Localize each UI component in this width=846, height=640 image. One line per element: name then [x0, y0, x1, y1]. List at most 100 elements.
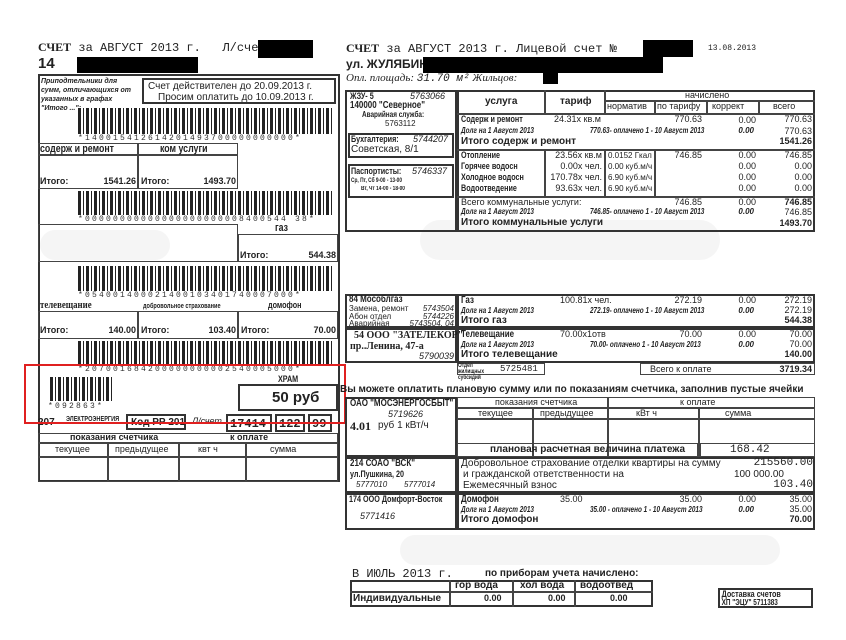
mes-kwh-input[interactable] — [609, 420, 697, 442]
july-col: гор вода — [455, 580, 498, 591]
phone: 5743504 — [422, 304, 454, 313]
col-tariff: тариф — [560, 96, 592, 107]
meter-previous-input[interactable] — [109, 458, 177, 480]
debt-value: 272.19- оплачено 1 - 10 Август 2013 — [590, 306, 705, 315]
debt-label: Долг на 1 Август 2013 — [461, 306, 534, 315]
col-sum: сумма — [725, 408, 752, 418]
sum-value: 70.00 — [789, 514, 812, 524]
service-name: Горячее водосн — [461, 161, 518, 171]
correction: 0.00 — [738, 150, 756, 160]
col-service: услуга — [485, 96, 518, 107]
service-name: Холодное водосн — [461, 172, 524, 182]
bill-title: СЧЕТ — [38, 40, 72, 54]
total-label: Итого: — [141, 176, 170, 186]
tariff: 24.31x кв.м — [554, 114, 601, 124]
vsk-line: Ежемесячный взнос — [463, 480, 557, 491]
sum-value: 1541.26 — [779, 136, 812, 146]
july-row-label: Индивидуальные — [353, 593, 442, 604]
col-charged: начислено — [685, 90, 730, 100]
vsk-value: 103.40 — [773, 479, 813, 491]
correction: 0.00 — [738, 494, 756, 504]
bill-title: СЧЕТ — [346, 41, 380, 55]
total-intercom: 70.00 — [313, 325, 336, 335]
tariff: 35.00 — [560, 494, 583, 504]
area-line: Опл. площадь: 31.70 м² Жильцов: — [346, 73, 517, 85]
service-name: Домофон — [461, 494, 499, 505]
debt-label: Долг на 1 Август 2013 — [461, 505, 534, 514]
july-col: водоотвед — [580, 580, 634, 591]
total-utilities: 1493.70 — [203, 176, 236, 186]
correction: 0.00 — [738, 197, 756, 207]
correction: 0.00 — [738, 295, 756, 305]
bill-period: за АВГУСТ 2013 г. — [78, 41, 201, 55]
vsk-address: ул.Пушкина, 20 — [350, 469, 405, 479]
address-number: 14 — [38, 55, 55, 72]
tv-org: 54 ООО "ЗАТЕЛЕКОР" — [354, 330, 464, 341]
meter-sum-input[interactable] — [247, 458, 336, 480]
col-previous: предыдущее — [540, 408, 594, 418]
barcode-digits: *140015412614201493700000000000* — [78, 134, 303, 143]
total: 70.00 — [789, 329, 812, 339]
accounting-address: Советская, 8/1 — [351, 144, 419, 155]
july-subtitle: по приборам учета начислено: — [485, 568, 639, 579]
barcode-digits: *092863* — [48, 402, 105, 411]
dom-org: 174 ООО Домфорт-Восток — [349, 494, 443, 504]
acc-label: Л/счет — [192, 416, 222, 426]
mes-previous-input[interactable] — [534, 420, 606, 442]
street: ул. ЖУЛЯБИНА — [346, 57, 437, 71]
meter-current-input[interactable] — [40, 458, 106, 480]
col-by-tariff: по тарифу — [657, 101, 701, 111]
payment-hint: Вы можете оплатить плановую сумму или по… — [340, 384, 804, 395]
scan-smudge — [40, 230, 170, 260]
main-header: СЧЕТ за АВГУСТ 2013 г. Лицевой счет № — [346, 42, 617, 55]
tariff: 0.00x чел. — [560, 161, 602, 171]
col-total: всего — [773, 101, 796, 111]
valid-until: Счет действителен до 20.09.2013 г. — [148, 81, 312, 92]
phone: 5777014 — [404, 480, 436, 489]
gas-org: 84 Мосoблгаз — [349, 294, 403, 305]
passport-label: Паспортисты: — [351, 166, 402, 176]
total: 746.85 — [784, 197, 812, 207]
delivery-label: Доставка счетов — [721, 589, 781, 599]
mes-sum-input[interactable] — [700, 420, 813, 442]
passport-hours: Ср, Пт, Сб 9-00 - 13-00 — [351, 178, 403, 184]
total: 0.00 — [794, 161, 812, 171]
vsk-value: 100 000.00 — [733, 469, 784, 480]
service-name: Отопление — [461, 150, 501, 160]
account-label: Л/счет — [222, 41, 266, 55]
mes-current-input[interactable] — [459, 420, 531, 442]
section-label: содерж и ремонт — [40, 143, 114, 155]
debt-label: Долг на 1 Август 2013 — [461, 126, 534, 135]
service-name: Телевещание — [461, 329, 515, 340]
barcode — [78, 191, 332, 215]
paid: 0.00 — [738, 340, 754, 349]
bill-date: 13.08.2013 — [708, 44, 757, 53]
total: 35.00 — [789, 494, 812, 504]
total-label: Итого: — [40, 176, 69, 186]
gas-emergency: Аварийная — [349, 319, 390, 328]
zhu: ЖЗУ- 5 — [350, 91, 374, 101]
col-previous: предыдущее — [115, 444, 169, 454]
meter-kwh-input[interactable] — [180, 458, 244, 480]
redacted-address — [77, 57, 198, 73]
vsk-value: 215560.00 — [753, 457, 813, 469]
gas-abon: Абон отдел — [349, 312, 392, 321]
account-label: Лицевой счет № — [516, 42, 617, 56]
electric-name: ЭЛЕКТРОЭНЕРГИЯ — [66, 416, 120, 423]
debt-total: 70.00 — [789, 339, 812, 349]
paid: 0.00 — [738, 505, 754, 514]
tariff: 70.00x1отв — [560, 329, 606, 339]
barcode-small — [50, 377, 112, 401]
july-table — [350, 580, 653, 607]
section-label: ком услуги — [160, 143, 208, 155]
vsk-org: 214 СОАО "ВСК" — [350, 458, 416, 469]
tariff: 100.81x чел. — [560, 295, 612, 305]
bill-period: за АВГУСТ 2013 г. — [386, 42, 509, 56]
correction: 0.00 — [738, 115, 756, 125]
sum-label: Итого содерж и ремонт — [461, 136, 577, 147]
by-tariff: 272.19 — [674, 295, 702, 305]
by-tariff: 746.85 — [674, 197, 702, 207]
contacts-box — [345, 90, 457, 232]
to-pay-label: к оплате — [680, 397, 716, 407]
by-tariff: 746.85 — [674, 150, 702, 160]
